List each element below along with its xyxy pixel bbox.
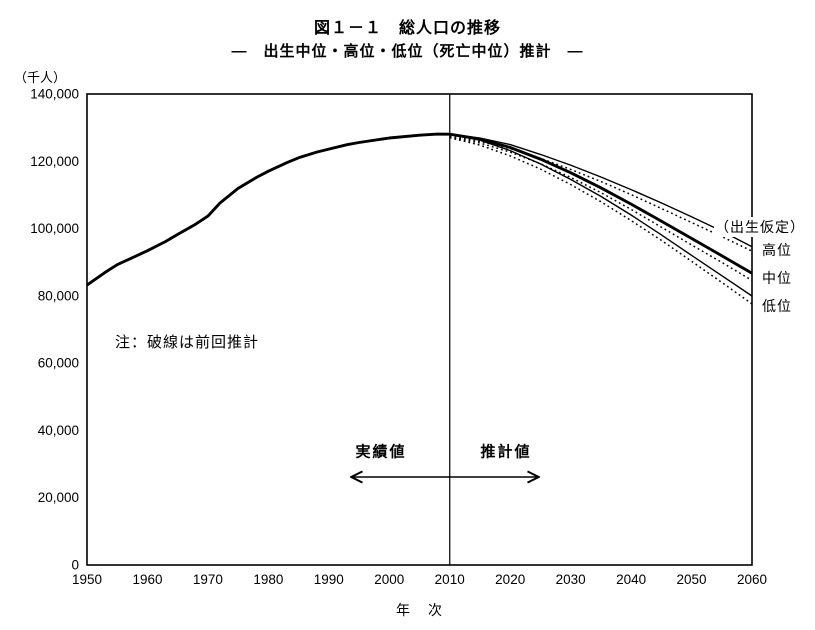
x-tick-label: 2000 — [374, 572, 404, 587]
x-tick-label: 1990 — [314, 572, 344, 587]
series-label-low: 低位 — [761, 296, 793, 316]
series-line-medium — [449, 132, 753, 275]
x-tick-label: 2030 — [556, 572, 586, 587]
series-line-low — [449, 133, 753, 297]
y-tick-label: 40,000 — [38, 423, 79, 438]
series-label-high: 高位 — [761, 240, 793, 260]
x-tick-label: 2050 — [676, 572, 706, 587]
x-tick-label: 1950 — [72, 572, 102, 587]
y-tick-label: 80,000 — [38, 288, 79, 303]
y-tick-label: 0 — [71, 558, 79, 573]
series-line-prev-low — [449, 136, 753, 305]
series-line-historical — [86, 132, 450, 287]
actual-values-label: 実績値 — [353, 440, 409, 462]
series-line-prev-medium — [449, 136, 753, 282]
series-line-high — [449, 133, 753, 248]
x-tick-label: 2020 — [495, 572, 525, 587]
series-label-medium: 中位 — [761, 268, 793, 288]
x-tick-label: 1960 — [132, 572, 162, 587]
plot-border — [86, 93, 753, 566]
x-axis-tick-labels: 1950 1960 1970 1980 1990 2000 2010 2020 2030 2040… — [72, 572, 767, 587]
note-dashed-previous-projection: 注：破線は前回推計 — [115, 334, 260, 351]
x-tick-label: 1970 — [193, 572, 223, 587]
series-line-prev-high — [449, 135, 753, 252]
y-tick-label: 60,000 — [38, 356, 79, 371]
y-tick-label: 100,000 — [30, 221, 79, 236]
y-axis-tick-labels: 0 20,000 40,000 60,000 80,000 100,000 120,000 1… — [30, 87, 79, 573]
x-tick-label: 1980 — [253, 572, 283, 587]
x-tick-label: 2010 — [435, 572, 465, 587]
y-tick-label: 140,000 — [30, 87, 79, 102]
y-tick-label: 120,000 — [30, 154, 79, 169]
x-tick-label: 2040 — [616, 572, 646, 587]
chart-title: 図１－１ 総人口の推移 — [313, 20, 501, 37]
y-tick-label: 20,000 — [38, 490, 79, 505]
birth-assumption-label: （出生仮定） — [714, 217, 806, 237]
series-lines — [86, 132, 753, 305]
x-tick-label: 2060 — [737, 572, 767, 587]
y-axis-unit-label: （千人） — [13, 70, 66, 85]
chart-subtitle: ― 出生中位・高位・低位（死亡中位）推計 ― — [231, 43, 584, 60]
x-axis-title: 年 次 — [396, 602, 444, 618]
projected-values-label: 推計値 — [478, 440, 534, 462]
